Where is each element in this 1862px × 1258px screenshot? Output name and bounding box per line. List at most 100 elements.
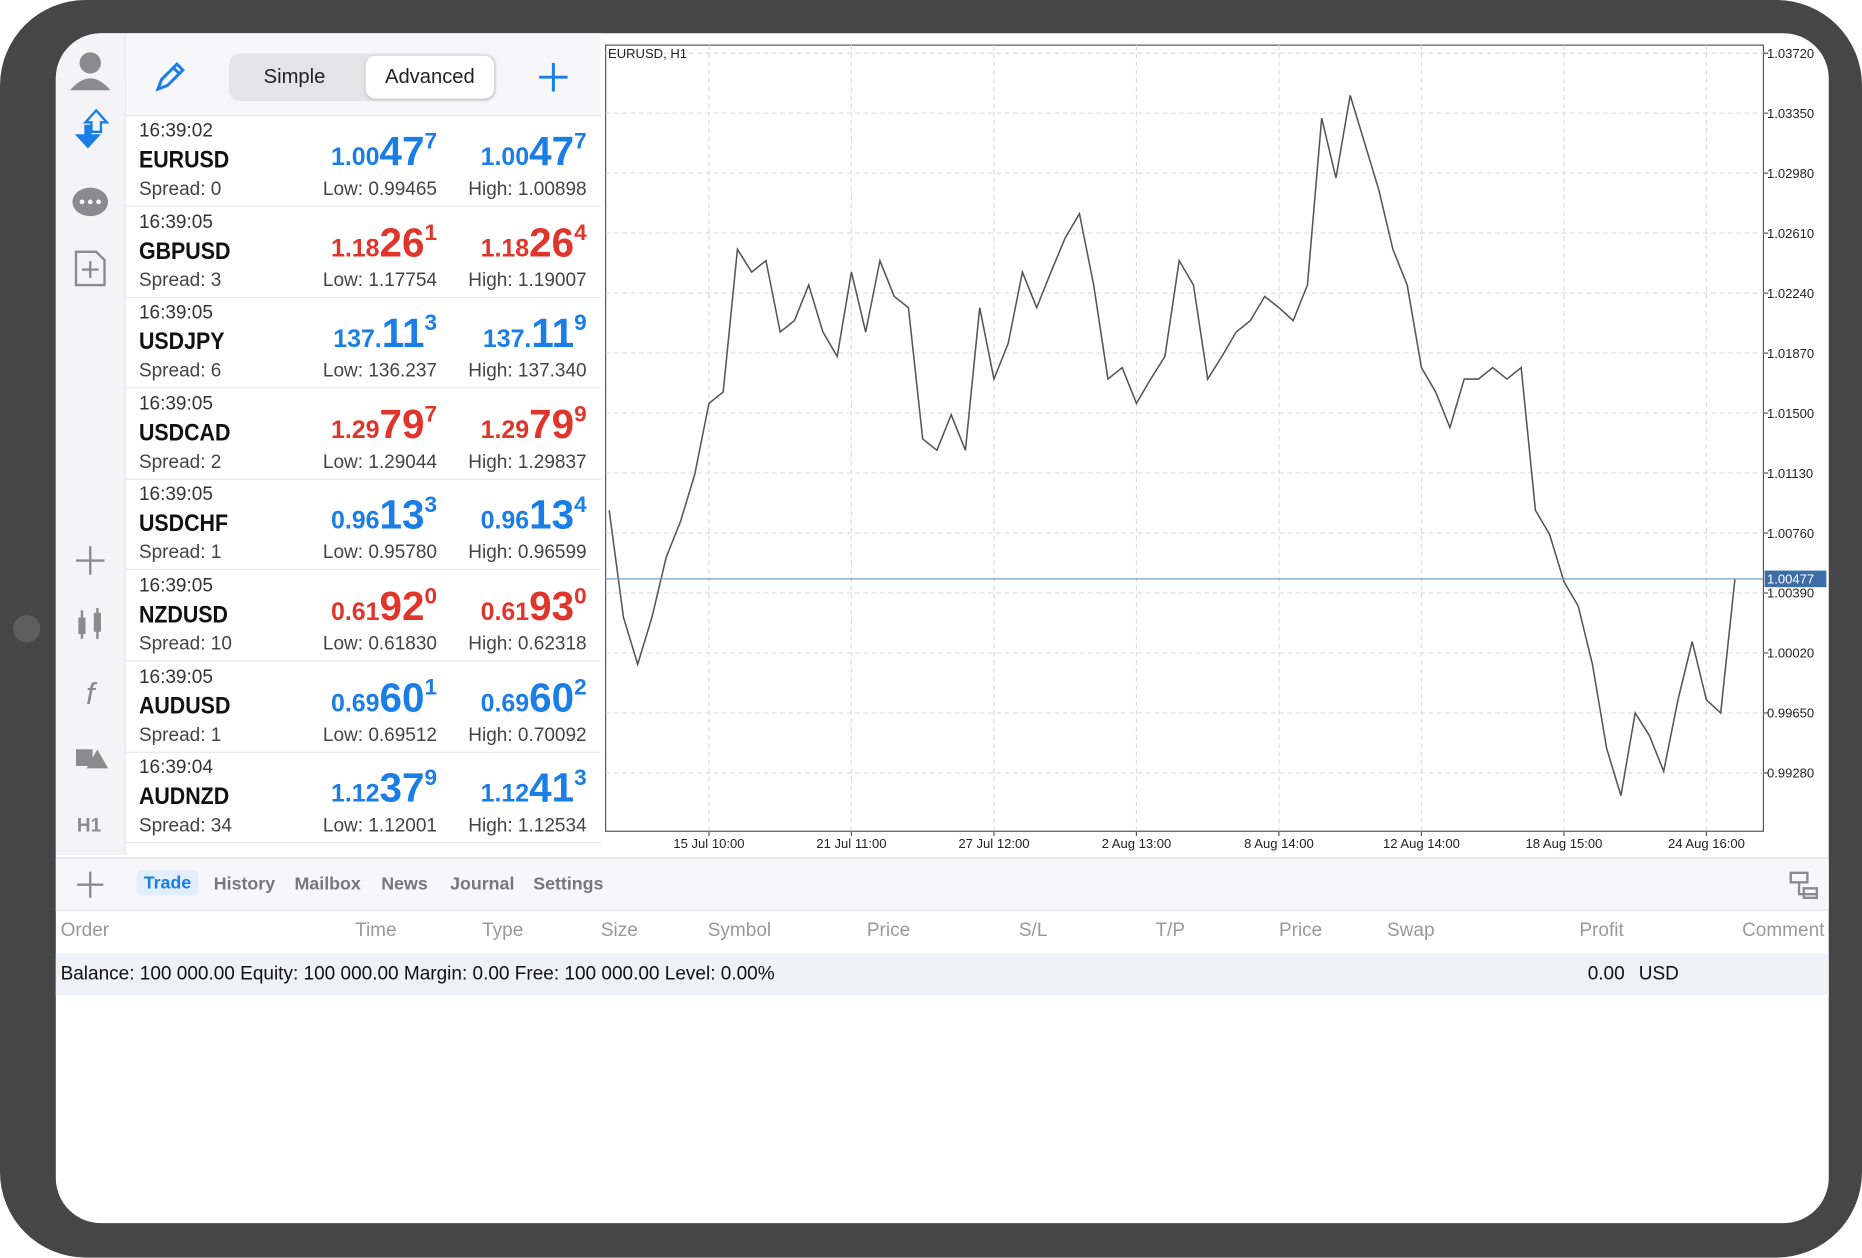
quote-spread: Spread: 34 [138, 816, 232, 837]
price-part: 1 [424, 220, 437, 246]
y-tick-label: 1.01130 [1767, 466, 1813, 481]
quote-ask: 1.12413 [432, 766, 587, 812]
quote-symbol: USDCAD [138, 420, 231, 447]
quote-bid: 1.29797 [283, 402, 437, 448]
quote-ask: 1.29799 [432, 402, 587, 448]
price-part: 1.12 [480, 780, 530, 808]
y-tick-label: 1.00020 [1767, 646, 1814, 661]
y-tick-label: 1.02610 [1767, 226, 1814, 241]
mode-simple[interactable]: Simple [263, 65, 326, 88]
price-part: 9 [574, 402, 587, 428]
x-tick-label: 2 Aug 13:00 [1102, 836, 1172, 851]
y-tick-label: 1.01870 [1767, 346, 1814, 361]
sidebar-icons: f H1 [70, 52, 111, 836]
terminal-add[interactable] [74, 868, 107, 901]
price-part: 0.69 [330, 689, 380, 717]
crosshair-icon[interactable] [76, 546, 105, 575]
quotes-icon[interactable] [74, 108, 110, 149]
account-icon[interactable] [70, 52, 111, 91]
current-price-box [1764, 570, 1827, 588]
quote-high: High: 0.70092 [468, 725, 587, 746]
price-part: 60 [379, 675, 425, 721]
quote-symbol: NZDUSD [138, 602, 229, 629]
quote-symbol: AUDUSD [138, 693, 231, 720]
quote-high: High: 1.19007 [468, 270, 587, 291]
price-part: 47 [379, 129, 425, 175]
quote-low: Low: 1.29044 [322, 452, 437, 473]
quote-row[interactable]: 16:39:05 USDCHF Spread: 1 Low: 0.95780 High:… [125, 479, 601, 571]
price-part: 0.96 [480, 507, 530, 535]
price-part: 0.69 [480, 689, 530, 717]
quote-bid: 0.96133 [283, 493, 437, 539]
quote-low: Low: 136.237 [322, 361, 437, 382]
new-order-icon[interactable] [74, 250, 106, 287]
terminal-layout[interactable] [1787, 868, 1820, 901]
price-part: 13 [529, 493, 575, 539]
edit-icon[interactable] [152, 59, 188, 95]
indicators-icon[interactable]: f [86, 676, 98, 711]
price-part: 60 [529, 675, 575, 721]
price-part: 1.12 [330, 780, 380, 808]
sidebar [55, 33, 126, 855]
price-part: 9 [574, 311, 587, 337]
quote-spread: Spread: 10 [138, 634, 232, 655]
plot-area [605, 44, 1765, 832]
timeframe-button[interactable]: H1 [77, 815, 102, 836]
price-part: 1.18 [330, 234, 380, 262]
quote-high: High: 1.29837 [468, 452, 587, 473]
objects-icon[interactable] [76, 749, 109, 769]
quote-row[interactable]: 16:39:04 AUDNZD Spread: 34 Low: 1.12001 High… [125, 752, 601, 844]
price-part: 0 [574, 584, 587, 610]
quote-high: High: 1.12534 [468, 816, 587, 837]
quote-low: Low: 0.99465 [322, 179, 437, 200]
price-part: 79 [529, 402, 575, 448]
price-part: 4 [574, 493, 587, 519]
chart-type-icon[interactable] [78, 608, 101, 639]
home-button[interactable] [13, 615, 41, 643]
quote-high: High: 0.62318 [468, 634, 587, 655]
quote-spread: Spread: 1 [138, 725, 222, 746]
y-tick-label: 1.01500 [1767, 406, 1814, 421]
price-part: 0.96 [330, 507, 380, 535]
quote-symbol: USDJPY [138, 329, 225, 356]
summary-bar [55, 953, 1829, 996]
x-tick-label: 27 Jul 12:00 [958, 836, 1029, 851]
price-part: 11 [531, 311, 575, 357]
price-part: 137. [482, 325, 532, 353]
price-part: 7 [424, 129, 437, 155]
price-part: 1.18 [480, 234, 530, 262]
quote-row[interactable]: 16:39:05 USDCAD Spread: 2 Low: 1.29044 High:… [125, 388, 601, 480]
mode-advanced[interactable]: Advanced [384, 65, 475, 88]
add-symbol[interactable] [537, 61, 570, 94]
price-part: 41 [529, 766, 575, 812]
x-tick-label: 8 Aug 14:00 [1244, 836, 1314, 851]
quote-low: Low: 0.61830 [322, 634, 437, 655]
x-tick-label: 12 Aug 14:00 [1383, 836, 1460, 851]
quote-row[interactable]: 16:39:05 NZDUSD Spread: 10 Low: 0.61830 High… [125, 570, 601, 662]
quote-row[interactable]: 16:39:02 EURUSD Spread: 0 Low: 0.99465 High:… [125, 115, 601, 207]
quote-row[interactable]: 16:39:05 AUDUSD Spread: 1 Low: 0.69512 High:… [125, 661, 601, 753]
price-part: 26 [379, 220, 425, 266]
chart-title: EURUSD, H1 [608, 46, 687, 61]
quote-high: High: 1.00898 [468, 179, 587, 200]
quote-bid: 0.69601 [283, 675, 437, 721]
total-profit: 0.00 [1587, 964, 1625, 985]
quote-bid: 0.61920 [283, 584, 437, 630]
price-part: 3 [424, 311, 437, 337]
price-part: 1.29 [330, 416, 380, 444]
price-part: 9 [424, 766, 437, 792]
chat-icon[interactable] [72, 187, 109, 217]
y-tick-label: 1.02980 [1767, 166, 1814, 181]
quote-ask: 0.61930 [432, 584, 587, 630]
price-part: 92 [379, 584, 425, 630]
quote-ask: 0.96134 [432, 493, 587, 539]
quote-spread: Spread: 6 [138, 361, 222, 382]
quote-row[interactable]: 16:39:05 USDJPY Spread: 6 Low: 136.237 High:… [125, 297, 601, 389]
y-tick-label: 1.03350 [1767, 106, 1814, 121]
quote-row[interactable]: 16:39:05 GBPUSD Spread: 3 Low: 1.17754 High:… [125, 206, 601, 298]
quote-low: Low: 1.12001 [322, 816, 437, 837]
quote-list: 16:39:02 EURUSD Spread: 0 Low: 0.99465 High:… [125, 115, 601, 855]
x-tick-label: 18 Aug 15:00 [1525, 836, 1602, 851]
